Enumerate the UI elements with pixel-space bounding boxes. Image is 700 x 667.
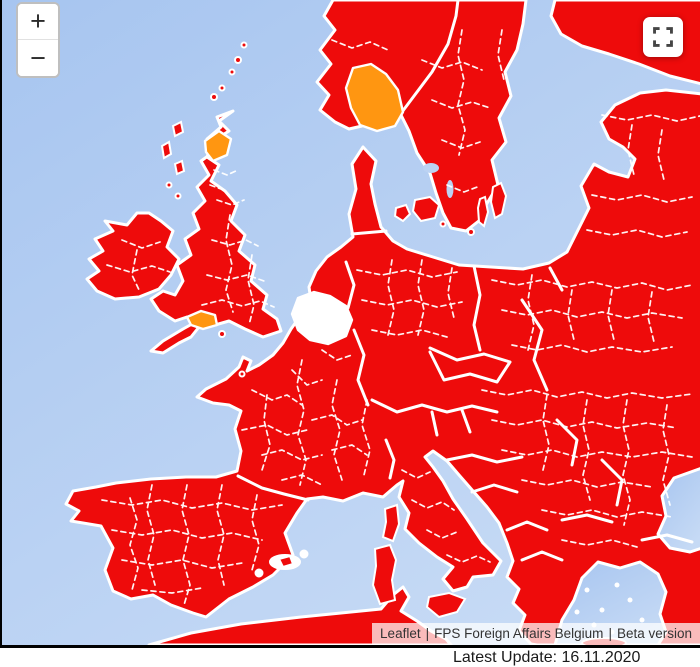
attribution-source: FPS Foreign Affairs Belgium	[434, 626, 604, 641]
map-container[interactable]: + − Leaflet | FPS Foreign Affairs Belgium |…	[0, 0, 700, 648]
region-norway-sweden[interactable]	[315, 0, 528, 233]
black-sea	[656, 467, 700, 554]
region-borders-france	[241, 349, 371, 486]
region-northeast-scotland-orange[interactable]	[203, 129, 233, 163]
attribution-separator-2: |	[608, 626, 612, 641]
fullscreen-icon	[653, 27, 673, 47]
attribution-bar: Leaflet | FPS Foreign Affairs Belgium | Beta…	[372, 623, 700, 645]
leaflet-attribution-link[interactable]: Leaflet	[380, 626, 421, 641]
region-continental-europe[interactable]	[64, 88, 700, 645]
region-ireland[interactable]	[85, 211, 181, 301]
scottish-islands	[160, 41, 248, 378]
region-southern-norway-orange[interactable]	[344, 62, 405, 133]
region-borders-east-europe	[491, 274, 693, 353]
denmark-baltic-islands[interactable]	[393, 181, 508, 236]
region-southern-england-orange[interactable]	[185, 309, 219, 331]
region-borders-iberia	[101, 484, 283, 606]
region-belgium-home[interactable]	[290, 290, 354, 346]
zoom-in-button[interactable]: +	[18, 4, 58, 40]
region-borders-germany	[356, 259, 463, 338]
attribution-version: Beta version	[616, 626, 692, 641]
zoom-control: + −	[16, 2, 60, 78]
country-borders	[236, 0, 694, 562]
attribution-separator-1: |	[425, 626, 430, 641]
europe-choropleth-svg	[2, 0, 700, 645]
swedish-lakes	[423, 163, 454, 198]
region-great-britain[interactable]	[149, 109, 283, 355]
fullscreen-button[interactable]	[643, 17, 683, 57]
zoom-out-button[interactable]: −	[18, 40, 58, 76]
region-borders-balkans	[481, 389, 693, 548]
region-borders-britain-ireland	[106, 169, 275, 326]
last-update-text: Latest Update: 16.11.2020	[453, 649, 641, 666]
mediterranean-islands[interactable]	[254, 503, 467, 619]
